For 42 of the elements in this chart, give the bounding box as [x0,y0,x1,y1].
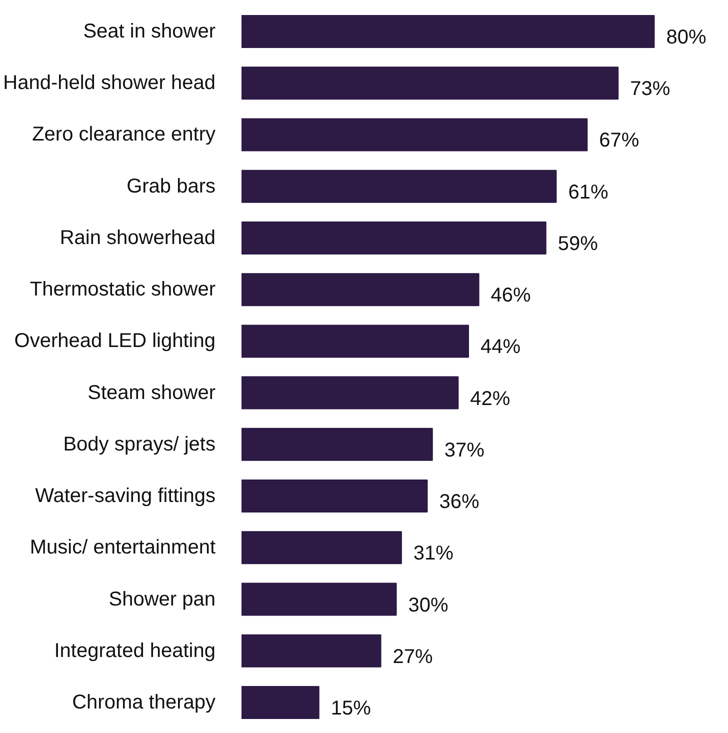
y-tick-label: Body sprays/ jets [63,433,216,456]
y-tick-label: Steam shower [88,382,216,404]
y-tick-label: Zero clearance entry [32,124,216,146]
bar [242,376,459,410]
data-label: 73% [630,78,670,100]
data-label: 67% [599,130,640,152]
bar [242,66,619,100]
data-label: 44% [480,336,521,358]
y-tick-label: Music/ entertainment [30,536,216,559]
y-tick-label: Shower pan [108,588,216,610]
y-tick-label: Chroma therapy [72,692,216,714]
bar [242,531,402,564]
y-tick-label: Overhead LED lighting [14,330,216,352]
data-label: 61% [568,181,608,204]
data-label: 15% [330,698,372,720]
data-label: 80% [666,26,706,48]
bar [242,170,557,203]
bar [242,273,480,306]
bar [242,634,382,668]
data-label: 30% [408,594,449,616]
data-label: 36% [439,491,480,514]
y-tick-label: Water-saving fittings [35,485,216,508]
bar [242,686,320,720]
y-tick-label: Hand-held shower head [3,72,216,94]
y-tick-label: Seat in shower [83,20,216,42]
bar [242,324,469,358]
y-tick-label: Grab bars [126,175,216,198]
bar [242,14,655,48]
data-label: 42% [470,388,510,410]
bar [242,428,433,461]
bar [242,480,428,513]
y-tick-label: Rain showerhead [60,226,216,249]
data-label: 37% [444,439,485,462]
y-tick-label: Thermostatic shower [30,278,216,301]
y-tick-label: Integrated heating [54,640,216,662]
data-label: 46% [490,284,532,307]
bar [242,221,546,254]
data-label: 27% [392,646,434,668]
data-label: 31% [413,542,454,565]
data-label: 59% [558,232,598,255]
bar [242,118,588,152]
bar [242,582,397,616]
